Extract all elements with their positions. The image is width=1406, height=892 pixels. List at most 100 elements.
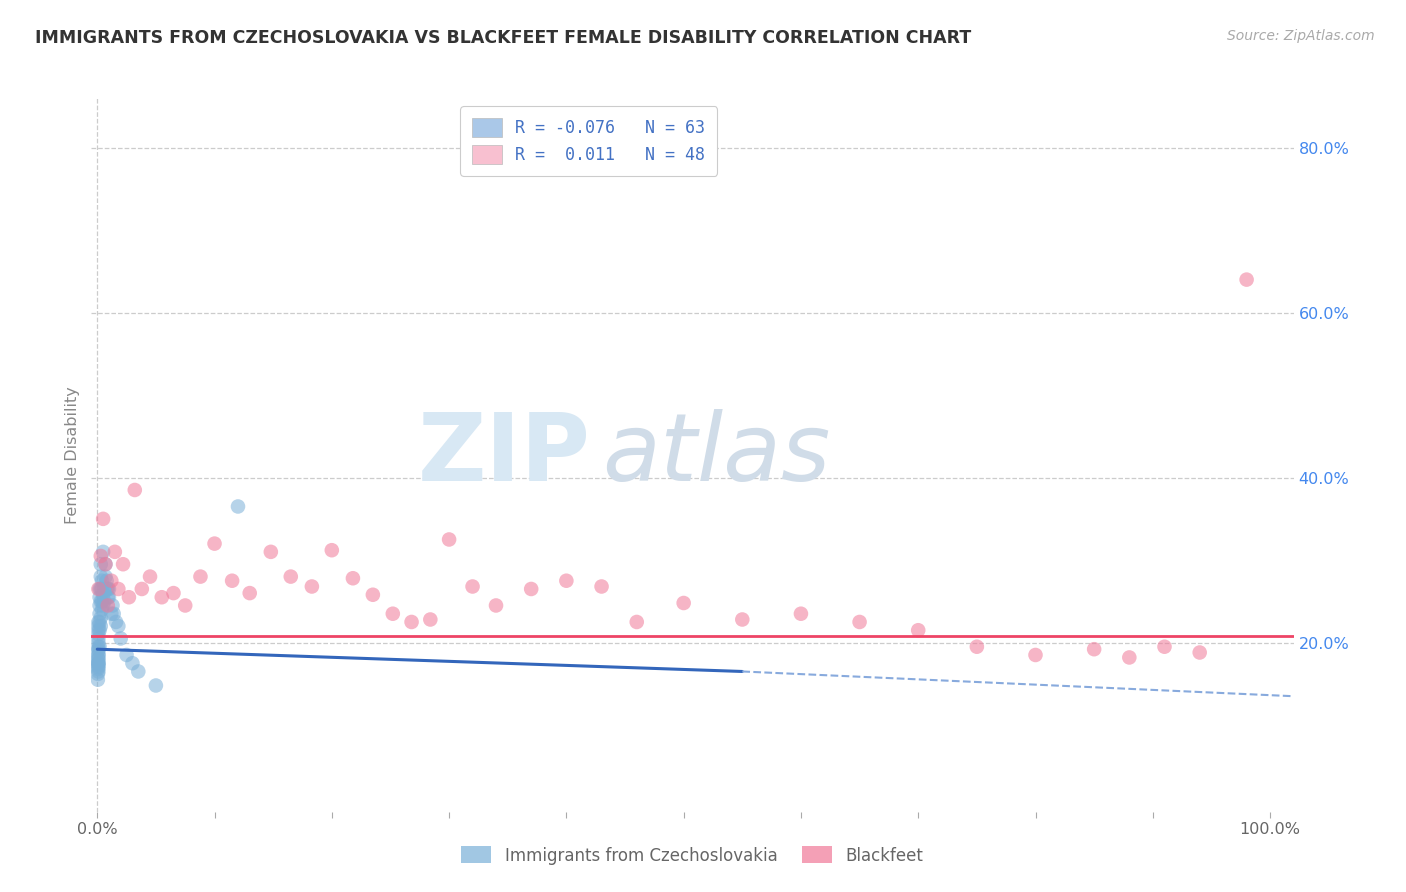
Point bbox=[790, 607, 813, 621]
Point bbox=[87, 652, 110, 666]
Point bbox=[90, 558, 112, 572]
Point bbox=[966, 640, 988, 654]
Y-axis label: Female Disability: Female Disability bbox=[65, 386, 80, 524]
Point bbox=[87, 648, 110, 662]
Point bbox=[555, 574, 578, 588]
Text: IMMIGRANTS FROM CZECHOSLOVAKIA VS BLACKFEET FEMALE DISABILITY CORRELATION CHART: IMMIGRANTS FROM CZECHOSLOVAKIA VS BLACKF… bbox=[35, 29, 972, 46]
Point bbox=[221, 574, 243, 588]
Point bbox=[97, 599, 120, 613]
Point bbox=[848, 615, 870, 629]
Point bbox=[401, 615, 423, 629]
Point bbox=[419, 613, 441, 627]
Point bbox=[107, 619, 129, 633]
Point bbox=[226, 500, 249, 514]
Point bbox=[91, 545, 114, 559]
Point bbox=[94, 558, 117, 572]
Point bbox=[87, 640, 110, 654]
Point bbox=[87, 662, 110, 676]
Point bbox=[731, 613, 754, 627]
Point bbox=[87, 658, 110, 673]
Point bbox=[91, 594, 114, 608]
Point bbox=[301, 580, 323, 594]
Point bbox=[91, 602, 114, 616]
Point bbox=[1153, 640, 1175, 654]
Point bbox=[94, 558, 117, 572]
Point bbox=[260, 545, 283, 559]
Point bbox=[91, 582, 114, 596]
Point bbox=[87, 673, 110, 687]
Point bbox=[672, 596, 695, 610]
Point bbox=[87, 642, 110, 657]
Point bbox=[280, 569, 302, 583]
Point bbox=[361, 588, 384, 602]
Point bbox=[97, 591, 120, 605]
Point bbox=[118, 591, 141, 605]
Point bbox=[96, 574, 118, 588]
Point bbox=[485, 599, 508, 613]
Point bbox=[520, 582, 543, 596]
Point bbox=[87, 627, 110, 641]
Point bbox=[91, 512, 114, 526]
Point bbox=[145, 678, 167, 692]
Point bbox=[87, 635, 110, 649]
Point bbox=[87, 667, 110, 681]
Point bbox=[89, 615, 111, 629]
Point bbox=[1236, 272, 1258, 286]
Point bbox=[162, 586, 184, 600]
Point bbox=[381, 607, 404, 621]
Point bbox=[87, 582, 110, 596]
Point bbox=[89, 599, 111, 613]
Point bbox=[90, 582, 112, 596]
Point bbox=[103, 607, 125, 621]
Point bbox=[342, 571, 364, 585]
Point bbox=[591, 580, 613, 594]
Point bbox=[96, 582, 118, 596]
Point bbox=[101, 599, 124, 613]
Point bbox=[87, 632, 110, 646]
Text: atlas: atlas bbox=[602, 409, 831, 500]
Point bbox=[100, 574, 122, 588]
Point bbox=[115, 648, 138, 662]
Point bbox=[87, 660, 110, 674]
Point bbox=[89, 607, 111, 621]
Point bbox=[87, 619, 110, 633]
Point bbox=[1024, 648, 1046, 662]
Point bbox=[87, 657, 110, 671]
Point bbox=[437, 533, 460, 547]
Point bbox=[100, 607, 122, 621]
Point bbox=[89, 591, 111, 605]
Point bbox=[89, 582, 111, 596]
Point bbox=[90, 549, 112, 563]
Point bbox=[93, 582, 115, 596]
Point bbox=[104, 545, 127, 559]
Point bbox=[112, 558, 135, 572]
Point bbox=[98, 582, 121, 596]
Point bbox=[124, 483, 146, 497]
Point bbox=[107, 582, 129, 596]
Point bbox=[204, 536, 226, 550]
Point bbox=[626, 615, 648, 629]
Point bbox=[94, 569, 117, 583]
Point bbox=[87, 657, 110, 671]
Legend: Immigrants from Czechoslovakia, Blackfeet: Immigrants from Czechoslovakia, Blackfee… bbox=[454, 839, 931, 871]
Point bbox=[87, 624, 110, 638]
Point bbox=[89, 640, 111, 654]
Point bbox=[91, 574, 114, 588]
Point bbox=[87, 665, 110, 679]
Text: ZIP: ZIP bbox=[418, 409, 591, 501]
Point bbox=[131, 582, 153, 596]
Point bbox=[1118, 650, 1140, 665]
Point bbox=[110, 632, 132, 646]
Point bbox=[93, 594, 115, 608]
Text: Source: ZipAtlas.com: Source: ZipAtlas.com bbox=[1227, 29, 1375, 43]
Point bbox=[1188, 646, 1211, 660]
Point bbox=[87, 648, 110, 662]
Point bbox=[174, 599, 197, 613]
Point bbox=[90, 619, 112, 633]
Point bbox=[150, 591, 173, 605]
Point bbox=[91, 588, 114, 602]
Point bbox=[105, 615, 128, 629]
Point bbox=[90, 594, 112, 608]
Point bbox=[239, 586, 262, 600]
Point bbox=[190, 569, 212, 583]
